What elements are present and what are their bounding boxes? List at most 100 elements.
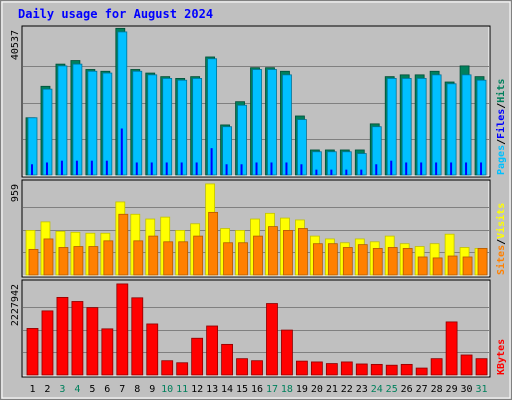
x-tick-label-day-20: 20: [311, 384, 323, 395]
bar-kbytes-day-31: [475, 358, 488, 376]
bar-files-day-6: [105, 160, 108, 175]
bar-sites-day-17: [268, 226, 278, 276]
bar-sites-day-30: [462, 256, 473, 276]
bar-files-day-5: [90, 160, 93, 175]
x-tick-label-day-13: 13: [206, 384, 218, 395]
bar-sites-day-5: [88, 246, 99, 276]
panel-kbytes: 2227942: [10, 279, 491, 378]
bar-files-day-12: [195, 162, 198, 175]
bar-kbytes-day-5: [86, 307, 99, 376]
x-tick-label-day-15: 15: [236, 384, 248, 395]
legend-visits-sites: Sites/Visits: [495, 203, 507, 275]
bar-files-day-22: [345, 169, 348, 175]
bar-pages-day-25: [386, 78, 397, 176]
bar-pages-day-3: [57, 65, 68, 176]
bar-sites-day-28: [432, 257, 443, 276]
bar-kbytes-day-29: [445, 321, 458, 376]
bar-kbytes-day-11: [176, 362, 189, 376]
bar-sites-day-25: [387, 247, 398, 276]
bar-sites-day-11: [178, 241, 189, 276]
bar-sites-day-23: [357, 244, 368, 276]
bar-pages-day-27: [416, 78, 427, 176]
bar-kbytes-day-12: [191, 337, 204, 376]
bar-pages-day-8: [132, 70, 143, 176]
bar-files-day-25: [390, 160, 393, 175]
y-max-label: 40537: [10, 30, 21, 60]
bar-files-day-16: [255, 162, 258, 175]
bar-sites-day-18: [283, 230, 293, 276]
bar-sites-day-22: [342, 247, 353, 276]
bar-files-day-1: [31, 164, 33, 175]
x-tick-label-day-27: 27: [416, 384, 428, 395]
x-tick-label-day-26: 26: [401, 384, 413, 395]
x-tick-label-day-31: 31: [475, 384, 487, 395]
bar-pages-day-17: [267, 69, 277, 176]
bar-files-day-4: [75, 160, 78, 175]
bar-sites-day-19: [298, 228, 308, 276]
bar-sites-day-26: [402, 248, 413, 276]
x-tick-label-day-7: 7: [119, 384, 125, 395]
bar-sites-day-16: [253, 235, 263, 276]
x-tick-label-day-3: 3: [59, 384, 65, 395]
bar-files-day-8: [135, 162, 138, 175]
bar-sites-day-9: [148, 235, 159, 276]
bar-kbytes-day-21: [325, 363, 338, 376]
bar-pages-day-29: [446, 83, 457, 176]
x-tick-label-day-25: 25: [386, 384, 398, 395]
x-tick-label-day-28: 28: [431, 384, 443, 395]
bar-sites-day-8: [133, 240, 144, 276]
bar-sites-day-14: [223, 242, 233, 276]
bar-files-day-11: [180, 162, 183, 175]
x-tick-label-day-17: 17: [266, 384, 278, 395]
x-tick-label-day-19: 19: [296, 384, 308, 395]
bar-sites-day-3: [58, 247, 69, 276]
bar-files-day-21: [330, 169, 333, 175]
x-tick-label-day-24: 24: [371, 384, 383, 395]
bar-kbytes-day-18: [281, 329, 293, 376]
bar-files-day-10: [165, 162, 168, 175]
bar-files-day-15: [240, 164, 243, 175]
bar-pages-day-28: [431, 74, 442, 176]
bar-sites-day-4: [73, 246, 84, 276]
bar-kbytes-day-10: [161, 360, 174, 376]
bar-kbytes-day-4: [71, 301, 84, 376]
legend-hits-files-pages: Pages/Files/Hits: [495, 79, 507, 175]
bar-files-day-17: [270, 162, 273, 175]
x-tick-label-day-9: 9: [149, 384, 155, 395]
bar-kbytes-day-27: [415, 367, 428, 376]
bar-sites-day-13: [208, 211, 219, 276]
x-tick-label-day-10: 10: [161, 384, 173, 395]
bar-files-day-31: [480, 162, 483, 175]
bar-files-day-26: [405, 162, 408, 175]
legend-kbytes: KBytes: [496, 339, 507, 375]
bar-files-day-23: [360, 169, 363, 175]
bar-pages-day-12: [192, 78, 203, 176]
bar-sites-day-31: [477, 248, 488, 276]
bar-sites-day-6: [103, 240, 114, 276]
chart-title: Daily usage for August 2024: [18, 7, 213, 21]
x-tick-label-day-22: 22: [341, 384, 353, 395]
bar-kbytes-day-25: [385, 364, 398, 376]
x-tick-label-day-23: 23: [356, 384, 368, 395]
x-tick-label-day-29: 29: [446, 384, 458, 395]
x-tick-label-day-12: 12: [191, 384, 203, 395]
bar-kbytes-day-28: [430, 358, 443, 376]
bar-kbytes-day-8: [131, 297, 144, 376]
bar-files-day-14: [225, 164, 228, 175]
bar-sites-day-7: [118, 213, 129, 276]
bar-files-day-18: [285, 162, 288, 175]
bar-pages-day-18: [282, 74, 292, 176]
x-tick-label-day-21: 21: [326, 384, 338, 395]
x-tick-label-day-14: 14: [221, 384, 233, 395]
x-tick-label-day-30: 30: [461, 384, 473, 395]
bar-files-day-9: [150, 162, 153, 175]
bar-sites-day-29: [447, 255, 458, 276]
bar-kbytes-day-9: [146, 323, 159, 376]
bar-files-day-3: [60, 160, 63, 175]
bar-kbytes-day-16: [251, 360, 263, 376]
bar-sites-day-15: [238, 242, 248, 276]
bar-pages-day-11: [177, 79, 188, 176]
bar-kbytes-day-19: [296, 360, 308, 376]
bar-kbytes-day-13: [206, 325, 219, 376]
